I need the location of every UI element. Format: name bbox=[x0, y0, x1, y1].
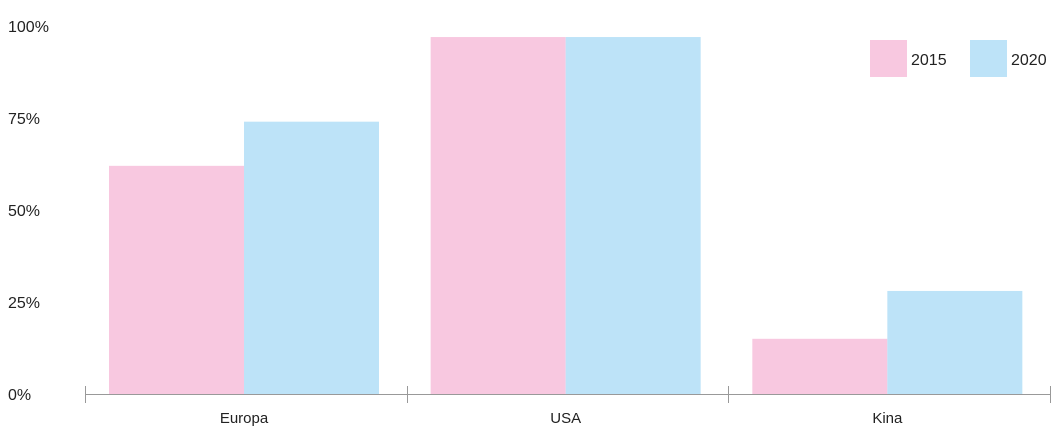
x-axis-labels: Europa USA Kina bbox=[220, 410, 903, 427]
bar-usa-2015 bbox=[430, 37, 566, 394]
x-tick-label: Kina bbox=[872, 410, 903, 427]
bar-europa-2015 bbox=[109, 165, 244, 394]
y-tick-label: 25% bbox=[8, 295, 40, 312]
x-axis bbox=[85, 386, 1051, 403]
x-tick-label: USA bbox=[550, 410, 581, 427]
bar-europa-2020 bbox=[244, 121, 379, 395]
legend-label-2020: 2020 bbox=[1011, 52, 1047, 69]
y-tick-label: 50% bbox=[8, 203, 40, 220]
y-axis-ticks: 0% 25% 50% 75% 100% bbox=[8, 19, 49, 404]
legend-swatch-2015 bbox=[870, 40, 907, 77]
bar-kina-2015 bbox=[752, 338, 888, 394]
y-tick-label: 0% bbox=[8, 387, 31, 404]
legend: 2015 2020 bbox=[870, 40, 1047, 77]
y-tick-label: 75% bbox=[8, 111, 40, 128]
bar-kina-2020 bbox=[887, 290, 1023, 394]
bar-usa-2020 bbox=[565, 37, 701, 394]
legend-swatch-2020 bbox=[970, 40, 1007, 77]
x-tick-label: Europa bbox=[220, 410, 269, 427]
legend-label-2015: 2015 bbox=[911, 52, 947, 69]
bars bbox=[109, 37, 1023, 395]
y-tick-label: 100% bbox=[8, 19, 49, 36]
